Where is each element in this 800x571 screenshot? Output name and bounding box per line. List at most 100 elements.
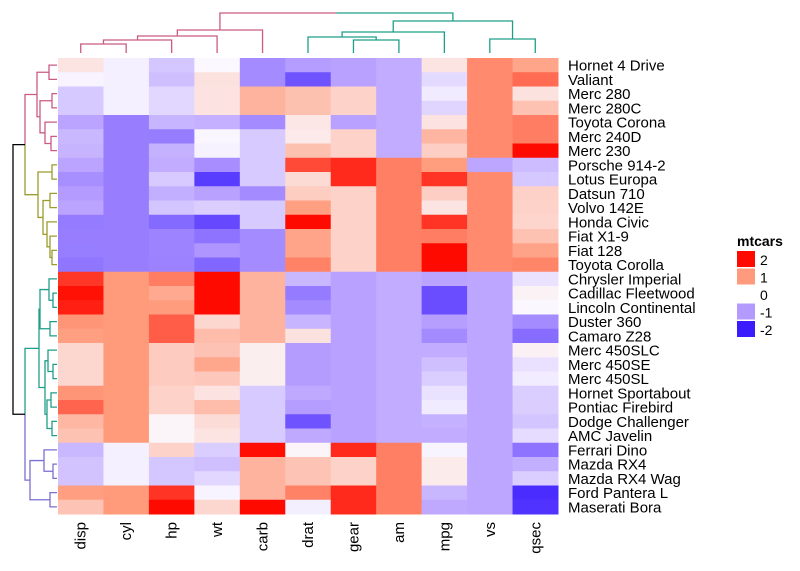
heatmap-cell [239, 143, 286, 159]
legend-swatch [737, 251, 755, 267]
heatmap-cell [194, 172, 241, 187]
column-label: disp [73, 522, 90, 550]
heatmap-cell [148, 414, 195, 429]
heatmap-cell [467, 328, 514, 344]
dendrogram-branch [80, 43, 127, 53]
heatmap-cell [103, 414, 150, 429]
heatmap-cell [512, 257, 559, 273]
heatmap-cell [467, 457, 514, 472]
heatmap-cell [285, 243, 332, 258]
heatmap-cell [58, 471, 104, 486]
heatmap-cell [194, 271, 241, 287]
heatmap-cell [330, 129, 377, 144]
heatmap-cell [148, 186, 195, 201]
heatmap-cell [512, 86, 559, 102]
heatmap-cell [239, 343, 286, 358]
heatmap-cell [421, 499, 468, 515]
row-label: Porsche 914-2 [568, 157, 666, 174]
heatmap-cell [421, 485, 468, 501]
row-label: Merc 280C [568, 100, 642, 117]
dendrogram-branch [24, 414, 30, 481]
row-label: Cadillac Fleetwood [568, 286, 695, 303]
heatmap-cell [58, 157, 104, 173]
dendrogram-branch [49, 235, 57, 259]
heatmap-cell [512, 371, 559, 387]
row-label: Merc 230 [568, 143, 631, 160]
heatmap-cell [330, 286, 377, 301]
dendrogram-branch [49, 491, 57, 508]
dendrogram-branch [51, 249, 57, 266]
heatmap-cell [376, 471, 423, 486]
heatmap-cell [194, 328, 241, 344]
heatmap-cell [512, 314, 559, 330]
heatmap-cell [285, 214, 332, 230]
heatmap-cell [512, 214, 559, 230]
heatmap-cell [239, 172, 286, 187]
heatmap-cell [285, 314, 332, 330]
legend-swatch [737, 268, 755, 285]
heatmap-cell [376, 286, 423, 301]
heatmap-cell [103, 157, 150, 173]
heatmap-cell [239, 499, 286, 515]
heatmap-cell [239, 385, 286, 401]
heatmap-cell [58, 172, 104, 187]
heatmap-cell [148, 314, 195, 330]
heatmap-cell [467, 300, 514, 315]
row-label: Camaro Z28 [568, 328, 651, 345]
heatmap-cell [467, 129, 514, 144]
heatmap-cell [148, 371, 195, 387]
heatmap-cell [330, 157, 377, 173]
heatmap-cell [239, 257, 286, 273]
heatmap-cell [467, 86, 514, 102]
heatmap-cell [467, 157, 514, 173]
heatmap-cell [376, 385, 423, 401]
heatmap-cell [330, 214, 377, 230]
heatmap-cell [194, 86, 241, 102]
heatmap-cell [512, 343, 559, 358]
row-label: Merc 450SL [568, 371, 649, 388]
heatmap-cell [376, 129, 423, 144]
heatmap-cell [148, 200, 195, 216]
heatmap-cell [194, 371, 241, 387]
heatmap-cell [148, 214, 195, 230]
heatmap-cell [194, 485, 241, 501]
column-label: qsec [527, 522, 544, 554]
heatmap-cell [467, 286, 514, 301]
heatmap-cell [467, 271, 514, 287]
heatmap-cell [376, 243, 423, 258]
legend-title: mtcars [737, 233, 783, 249]
row-label: Ford Pantera L [568, 485, 668, 502]
heatmap-cell [239, 371, 286, 387]
heatmap-cell [285, 442, 332, 458]
heatmap-cell [330, 58, 377, 73]
heatmap-cell [467, 357, 514, 372]
heatmap-cell [512, 414, 559, 429]
heatmap-cell [239, 300, 286, 315]
heatmap-cell [467, 471, 514, 486]
heatmap-cell [103, 499, 150, 515]
heatmap-cell [421, 229, 468, 244]
heatmap-cell [330, 343, 377, 358]
heatmap-cell [58, 129, 104, 144]
heatmap-cell [239, 286, 286, 301]
legend-tick-label: 0 [760, 287, 768, 303]
row-label: Merc 280 [568, 86, 631, 103]
row-label: Datsun 710 [568, 186, 645, 203]
heatmap-cell [512, 243, 559, 258]
heatmap-cell [194, 115, 241, 130]
heatmap-cell [512, 200, 559, 216]
heatmap-cell [467, 100, 514, 116]
heatmap-cell [285, 229, 332, 244]
heatmap-cell [330, 186, 377, 201]
heatmap-cell [285, 186, 332, 201]
heatmap-cell [421, 442, 468, 458]
heatmap-cell [194, 314, 241, 330]
heatmap-cell [285, 257, 332, 273]
heatmap-cell [194, 157, 241, 173]
heatmap-cell [421, 86, 468, 102]
heatmap-cell [467, 172, 514, 187]
heatmap-cell [376, 428, 423, 444]
heatmap-cell [376, 214, 423, 230]
